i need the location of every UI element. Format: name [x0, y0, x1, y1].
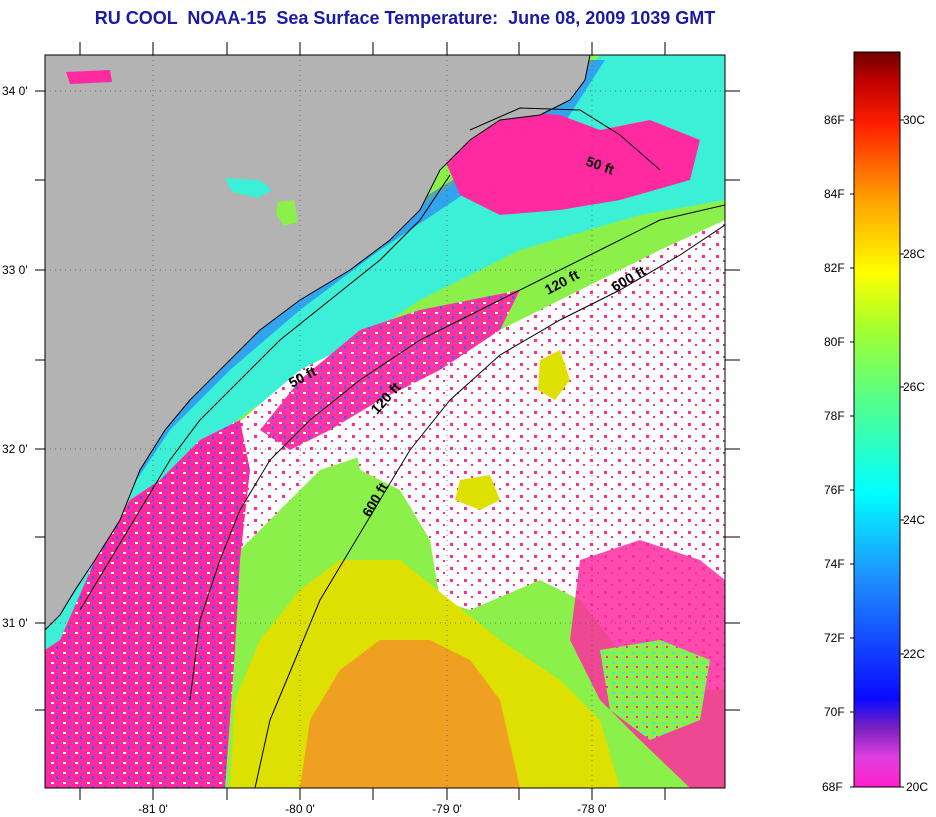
colorbar-c-label-20: 20C — [906, 780, 928, 794]
lat-label-32: 32 0' — [2, 442, 28, 456]
inland-lake-patch-2 — [276, 200, 298, 226]
colorbar-f-label-78: 78F — [824, 409, 845, 423]
cool-water-patch-north — [445, 110, 700, 215]
land-mass — [45, 55, 590, 630]
sst-map: 50 ft 50 ft 120 ft 120 ft 600 ft 600 ft … — [2, 42, 740, 816]
colorbar-f-label-86: 86F — [824, 113, 845, 127]
colorbar-c-label-22: 22C — [903, 647, 925, 661]
colorbar-f-label-74: 74F — [824, 557, 845, 571]
colorbar-c-label-24: 24C — [903, 513, 925, 527]
cool-water-patch-central — [260, 290, 520, 450]
cool-water-patch-southwest — [45, 420, 250, 788]
colorbar-f-label-68: 68F — [822, 780, 843, 794]
lon-label-80: -80 0' — [285, 802, 315, 816]
colorbar-f-label-72: 72F — [824, 631, 845, 645]
lat-label-34: 34 0' — [2, 84, 28, 98]
grid-lines — [45, 55, 725, 788]
colorbar-c-label-28: 28C — [903, 247, 925, 261]
colorbar-gradient — [853, 51, 901, 788]
colorbar-c-label-30: 30C — [903, 113, 925, 127]
colorbar-f-label-84: 84F — [824, 187, 845, 201]
colorbar-f-label-80: 80F — [824, 335, 845, 349]
colorbar-ticks — [850, 119, 904, 788]
warm-green-patch-east — [600, 640, 710, 740]
lon-label-78: -78 0' — [577, 802, 607, 816]
tick-marks — [35, 42, 740, 800]
colorbar-c-label-26: 26C — [903, 380, 925, 394]
contour-50ft — [79, 107, 661, 611]
inland-lake-patch-3 — [66, 70, 112, 84]
warm-yellow-patch-mid — [538, 350, 570, 400]
contour-120ft — [189, 204, 725, 701]
lat-label-31: 31 0' — [2, 616, 28, 630]
warm-orange-water — [300, 640, 520, 788]
map-title: RU COOL NOAA-15 Sea Surface Temperature:… — [94, 8, 716, 28]
lat-label-33: 33 0' — [2, 263, 28, 277]
map-frame — [44, 54, 726, 789]
contour-600ft — [254, 224, 725, 788]
warm-yellow-patch-offshore — [455, 475, 500, 510]
colorbar-f-label-76: 76F — [824, 483, 845, 497]
colorbar-f-label-82: 82F — [824, 261, 845, 275]
lon-label-81: -81 0' — [138, 802, 168, 816]
inland-lake-patch — [225, 178, 272, 198]
lon-label-79: -79 0' — [432, 802, 462, 816]
colorbar-f-label-70: 70F — [824, 705, 845, 719]
temperature-colorbar: 86F 84F 82F 80F 78F 76F 74F 72F 70F 68F … — [822, 51, 928, 794]
blue-nearshore-band — [60, 60, 605, 600]
